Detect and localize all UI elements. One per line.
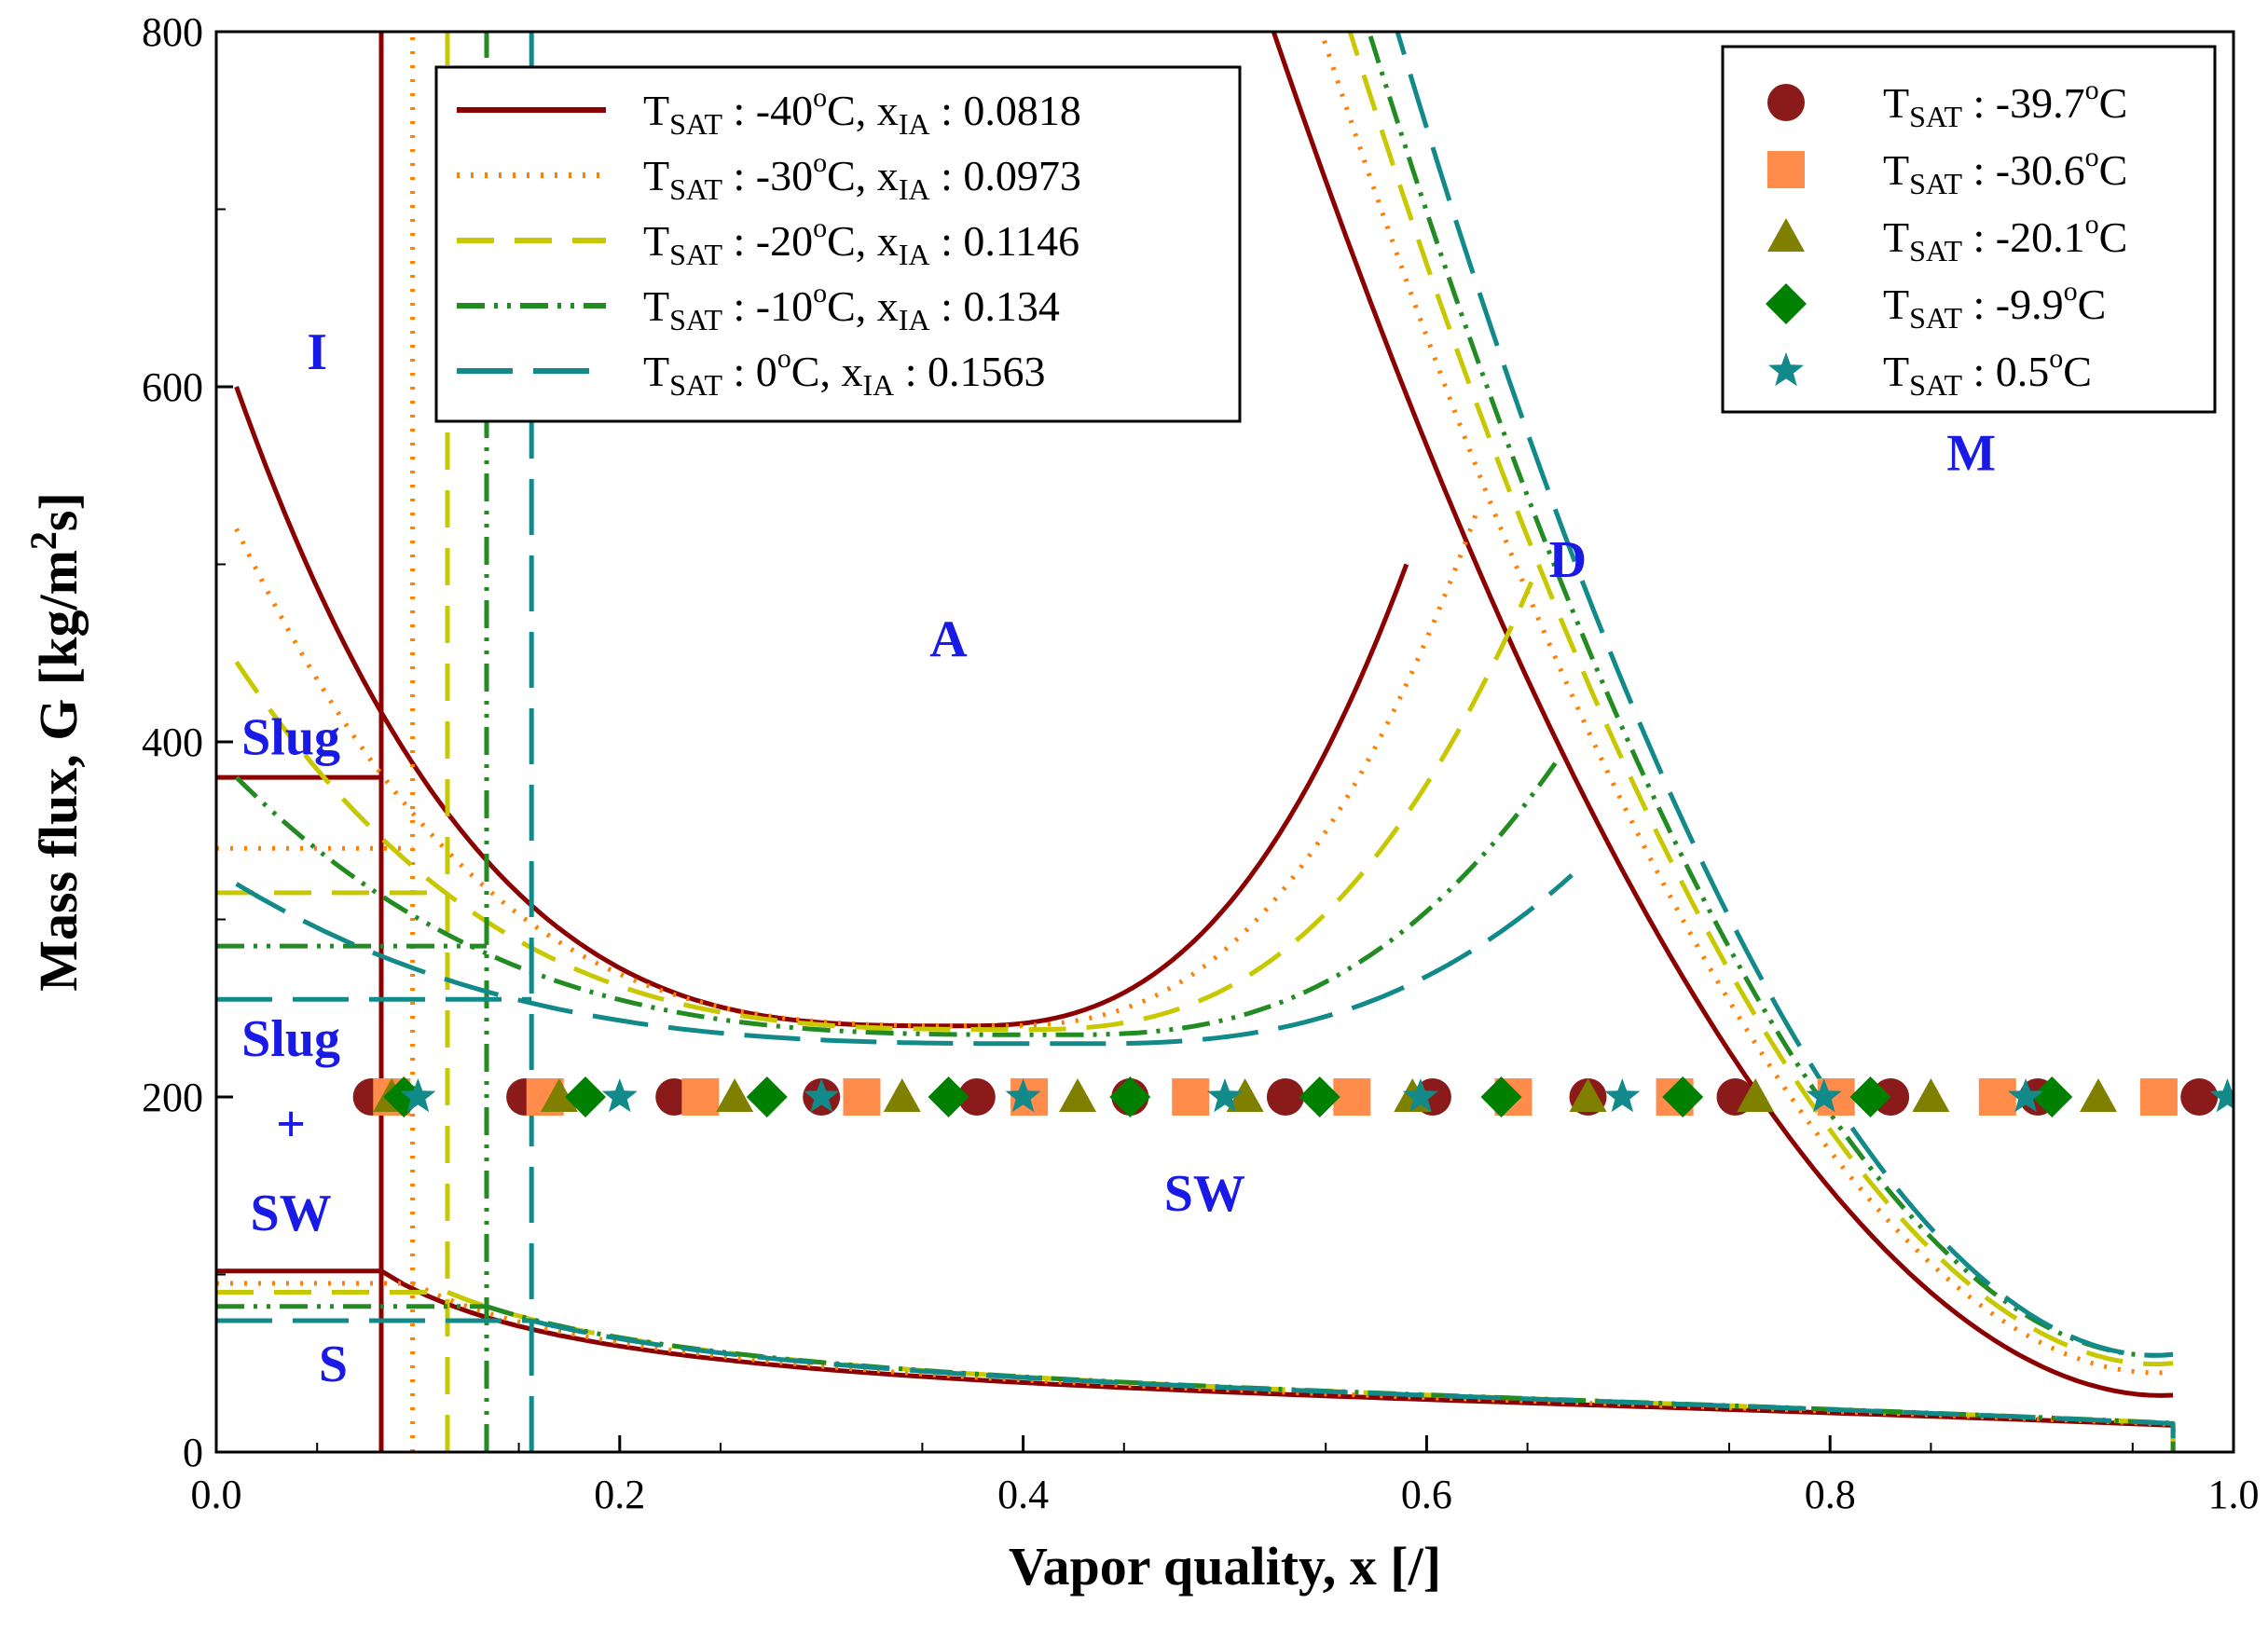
x-tick-label: 1.0 — [2208, 1472, 2260, 1517]
star-marker — [1005, 1078, 1041, 1113]
circle-marker — [1266, 1078, 1304, 1116]
stratified-curve — [530, 1318, 2176, 1452]
region-label: Slug — [241, 708, 340, 766]
legend-line-label: TSAT : -40oC, xIA : 0.0818 — [643, 82, 1081, 141]
legend-marker-label: TSAT : -20.1oC — [1883, 209, 2127, 267]
diamond-marker — [1480, 1076, 1522, 1117]
legend-marker-swatch — [1767, 84, 1805, 121]
diamond-marker — [1662, 1076, 1704, 1117]
legend-marker-swatch — [1767, 151, 1805, 188]
triangle-marker — [540, 1078, 578, 1112]
y-tick-label: 600 — [142, 364, 203, 410]
marker-series-2 — [373, 1078, 2118, 1112]
star-marker — [1402, 1078, 1438, 1113]
region-labels-layer: I Slug Slug + SW S A SW D M — [241, 323, 1996, 1393]
region-label: I — [307, 323, 327, 381]
wavy-boundary-curve — [234, 758, 1560, 1037]
triangle-marker — [2080, 1078, 2118, 1112]
y-tick-label: 400 — [142, 720, 203, 765]
legend-marker-label: TSAT : -39.7oC — [1883, 75, 2127, 133]
square-marker — [2139, 1078, 2178, 1116]
triangle-marker — [1059, 1078, 1097, 1112]
region-label: SW — [250, 1185, 331, 1242]
x-tick-label: 0.6 — [1401, 1472, 1452, 1517]
region-label: D — [1549, 531, 1587, 589]
triangle-marker — [1569, 1078, 1607, 1112]
square-marker — [681, 1078, 720, 1116]
legend-marker-label: TSAT : 0.5oC — [1883, 343, 2092, 402]
dryout-curve — [1395, 32, 2174, 1358]
dryout-curve — [1347, 32, 2174, 1367]
y-tick-label: 0 — [183, 1430, 203, 1475]
diamond-marker — [1849, 1076, 1891, 1117]
star-marker — [1806, 1078, 1842, 1113]
dryout-curve — [1271, 32, 2174, 1398]
legend-lines-box — [434, 65, 1242, 423]
legend-marker-swatch — [1768, 352, 1804, 387]
series-3 — [216, 32, 2176, 1452]
y-tick-label: 800 — [142, 9, 203, 55]
triangle-marker — [1912, 1078, 1950, 1112]
legend-markers: TSAT : -39.7oC TSAT : -30.6oC TSAT : -20.1… — [1721, 45, 2217, 414]
star-marker — [804, 1078, 840, 1113]
legend-line-label: TSAT : -20oC, xIA : 0.1146 — [643, 212, 1079, 271]
star-marker — [1604, 1078, 1641, 1113]
region-label: A — [929, 611, 968, 669]
wavy-boundary-curve — [235, 873, 1574, 1047]
y-tick-label: 200 — [142, 1075, 203, 1120]
circle-marker — [2180, 1078, 2219, 1116]
marker-series-3 — [383, 1076, 2073, 1117]
region-label: M — [1946, 425, 1996, 483]
legend-markers-box — [1721, 45, 2217, 414]
wavy-boundary-curve — [234, 581, 1534, 1033]
triangle-marker — [1226, 1078, 1264, 1112]
triangle-marker — [1737, 1078, 1775, 1112]
legend-marker-swatch — [1766, 283, 1807, 324]
x-tick-label: 0.0 — [191, 1472, 242, 1517]
x-tick-label: 0.4 — [997, 1472, 1049, 1517]
region-label: SW — [1164, 1165, 1245, 1223]
region-label: Slug — [241, 1010, 340, 1068]
region-label: + — [276, 1096, 306, 1154]
axes-layer: 0.0 0.2 0.4 0.6 0.8 1.0 0 200 400 600 800 Vapor qua… — [22, 9, 2260, 1597]
star-marker — [400, 1078, 436, 1113]
y-axis-title: Mass flux, G [kg/m2s] — [22, 492, 89, 992]
square-marker — [1172, 1078, 1210, 1116]
legend-line-label: TSAT : 0oC, xIA : 0.1563 — [643, 343, 1046, 402]
square-marker — [1978, 1078, 2016, 1116]
stratified-curve — [379, 1268, 2176, 1452]
triangle-marker — [883, 1078, 921, 1112]
star-marker — [601, 1078, 638, 1113]
legend-line-label: TSAT : -30oC, xIA : 0.0973 — [643, 147, 1081, 206]
diamond-marker — [2031, 1076, 2073, 1117]
star-marker — [1207, 1078, 1243, 1113]
triangle-marker — [716, 1078, 754, 1112]
circle-marker — [957, 1078, 996, 1116]
diamond-marker — [1109, 1076, 1151, 1117]
x-tick-label: 0.8 — [1805, 1472, 1856, 1517]
marker-series-4 — [400, 1078, 2234, 1113]
diamond-marker — [565, 1076, 607, 1117]
legend-marker-label: TSAT : -30.6oC — [1883, 142, 2127, 200]
x-axis-title: Vapor quality, x [/] — [1009, 1536, 1441, 1597]
legend-marker-swatch — [1767, 218, 1805, 252]
legend-marker-label: TSAT : -9.9oC — [1883, 276, 2106, 335]
square-marker — [843, 1078, 881, 1116]
markers-layer — [352, 1076, 2234, 1117]
legend-line-label: TSAT : -10oC, xIA : 0.134 — [643, 278, 1060, 336]
x-tick-label: 0.2 — [594, 1472, 645, 1517]
star-marker — [2209, 1078, 2234, 1113]
diamond-marker — [746, 1076, 788, 1117]
dryout-curve — [1367, 32, 2174, 1358]
star-marker — [2008, 1078, 2044, 1113]
diamond-marker — [1299, 1076, 1340, 1117]
legend-lines: TSAT : -40oC, xIA : 0.0818 TSAT : -30oC, … — [434, 65, 1242, 423]
diamond-marker — [928, 1076, 969, 1117]
region-label: S — [319, 1336, 348, 1393]
